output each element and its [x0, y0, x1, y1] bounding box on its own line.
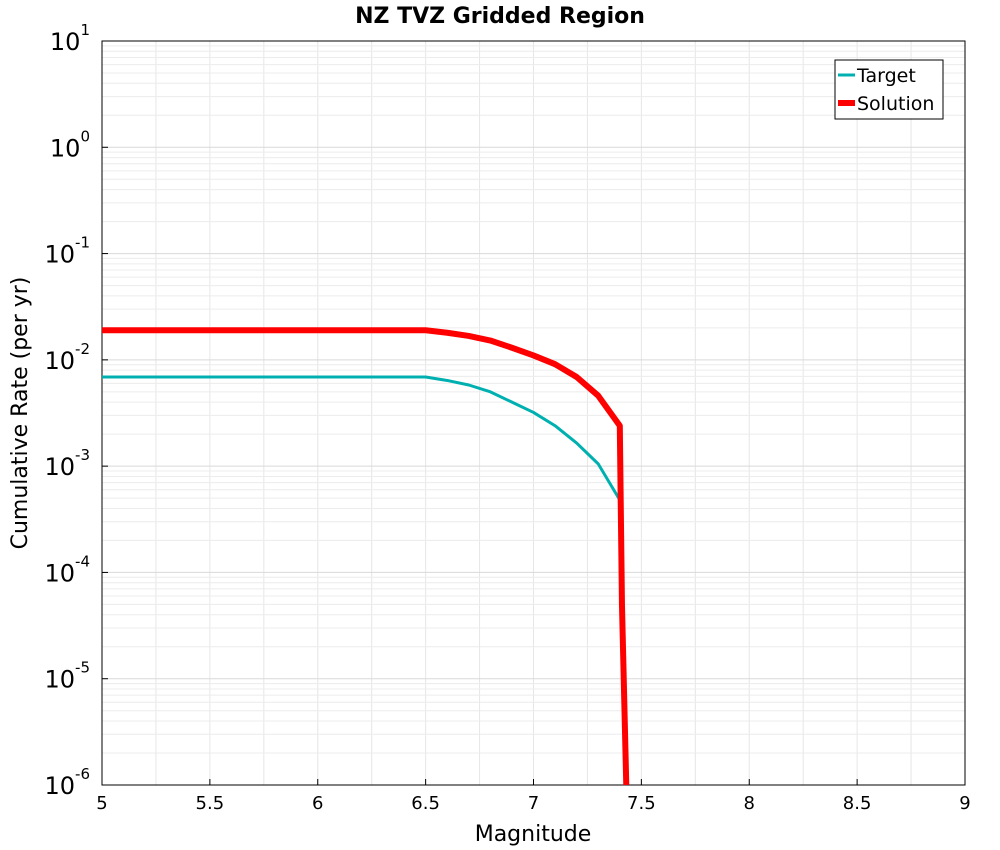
y-tick-exponent: -2 [75, 340, 90, 358]
y-tick-base: 10 [44, 347, 75, 375]
x-tick-label: 5 [96, 793, 107, 814]
y-tick-label: 10-3 [44, 446, 90, 481]
y-tick-base: 10 [44, 241, 75, 269]
y-tick-exponent: -4 [75, 552, 90, 570]
y-tick-exponent: -6 [75, 765, 90, 783]
series-line-solution [102, 327, 630, 786]
y-tick-label: 10-2 [44, 340, 90, 375]
x-tick-label: 7 [528, 793, 539, 814]
y-tick-label: 10-1 [44, 234, 90, 269]
x-tick-label: 6 [312, 793, 323, 814]
y-tick-label: 101 [50, 21, 90, 56]
legend-label: Solution [857, 93, 934, 115]
legend-label: Target [856, 65, 916, 87]
y-tick-exponent: -3 [75, 446, 90, 464]
x-tick-label: 8 [744, 793, 755, 814]
y-tick-label: 10-4 [44, 552, 90, 587]
chart-title: NZ TVZ Gridded Region [355, 4, 645, 29]
y-tick-label: 100 [50, 127, 90, 162]
y-tick-base: 10 [50, 28, 81, 56]
series-layer [102, 327, 630, 786]
y-tick-exponent: -1 [75, 234, 90, 252]
x-tick-label: 8.5 [843, 793, 872, 814]
y-tick-base: 10 [44, 772, 75, 800]
x-axis-label: Magnitude [475, 822, 592, 847]
series-line-target [102, 375, 622, 501]
legend: Target Solution [834, 59, 944, 120]
x-axis-ticks: 5 5.5 6 6.5 7 7.5 8 8.5 9 [96, 779, 971, 814]
x-tick-label: 6.5 [411, 793, 440, 814]
legend-box [834, 59, 944, 120]
y-tick-base: 10 [44, 559, 75, 587]
x-tick-label: 7.5 [627, 793, 656, 814]
y-tick-exponent: -5 [75, 659, 90, 677]
y-axis-label: Cumulative Rate (per yr) [8, 277, 33, 550]
y-tick-base: 10 [44, 453, 75, 481]
y-tick-exponent: 0 [80, 127, 90, 145]
y-tick-base: 10 [50, 134, 81, 162]
y-tick-exponent: 1 [80, 21, 90, 39]
x-tick-label: 9 [959, 793, 970, 814]
y-tick-base: 10 [44, 666, 75, 694]
y-tick-label: 10-5 [44, 659, 90, 694]
grid [101, 41, 966, 786]
y-tick-label: 10-6 [44, 765, 90, 800]
x-tick-label: 5.5 [196, 793, 225, 814]
